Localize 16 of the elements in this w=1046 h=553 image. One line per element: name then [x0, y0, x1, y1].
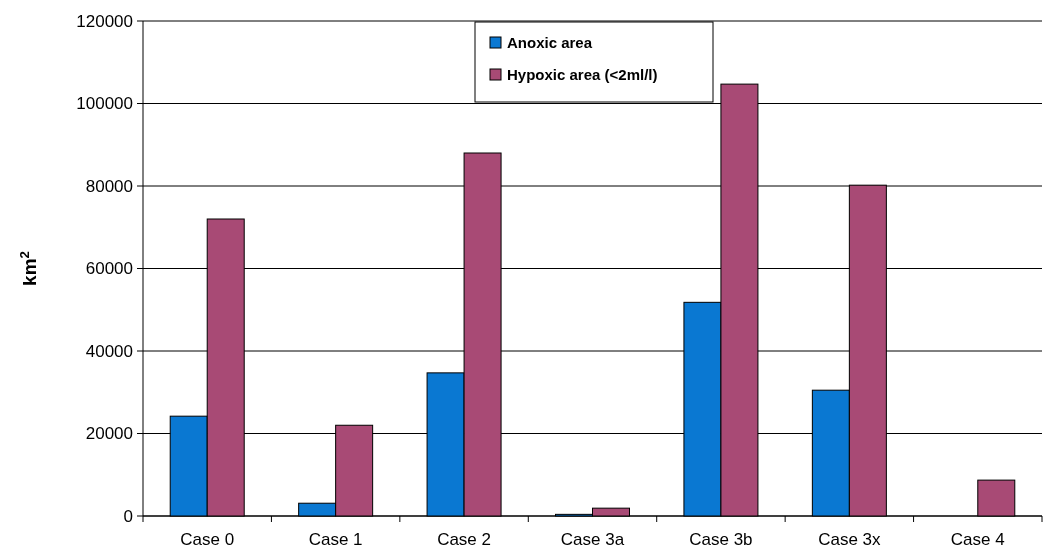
- y-tick-label: 100000: [76, 94, 133, 114]
- x-tick-label: Case 3a: [560, 530, 625, 549]
- legend-label: Anoxic area: [507, 34, 593, 52]
- x-tick-label: Case 3b: [689, 530, 753, 549]
- x-tick-label: Case 4: [950, 530, 1005, 549]
- x-tick-label: Case 1: [308, 530, 363, 549]
- x-tick-label: Case 0: [180, 530, 235, 549]
- y-tick-label: 80000: [85, 176, 133, 196]
- y-tick-label: 20000: [85, 424, 133, 444]
- y-tick-label: 60000: [85, 259, 133, 279]
- x-tick-label: Case 2: [437, 530, 492, 549]
- x-tick-label: Case 3x: [818, 530, 882, 549]
- legend-label: Hypoxic area (<2ml/l): [507, 66, 658, 84]
- y-tick-label: 0: [123, 506, 133, 526]
- y-tick-label: 40000: [85, 341, 133, 361]
- y-tick-label: 120000: [76, 11, 133, 31]
